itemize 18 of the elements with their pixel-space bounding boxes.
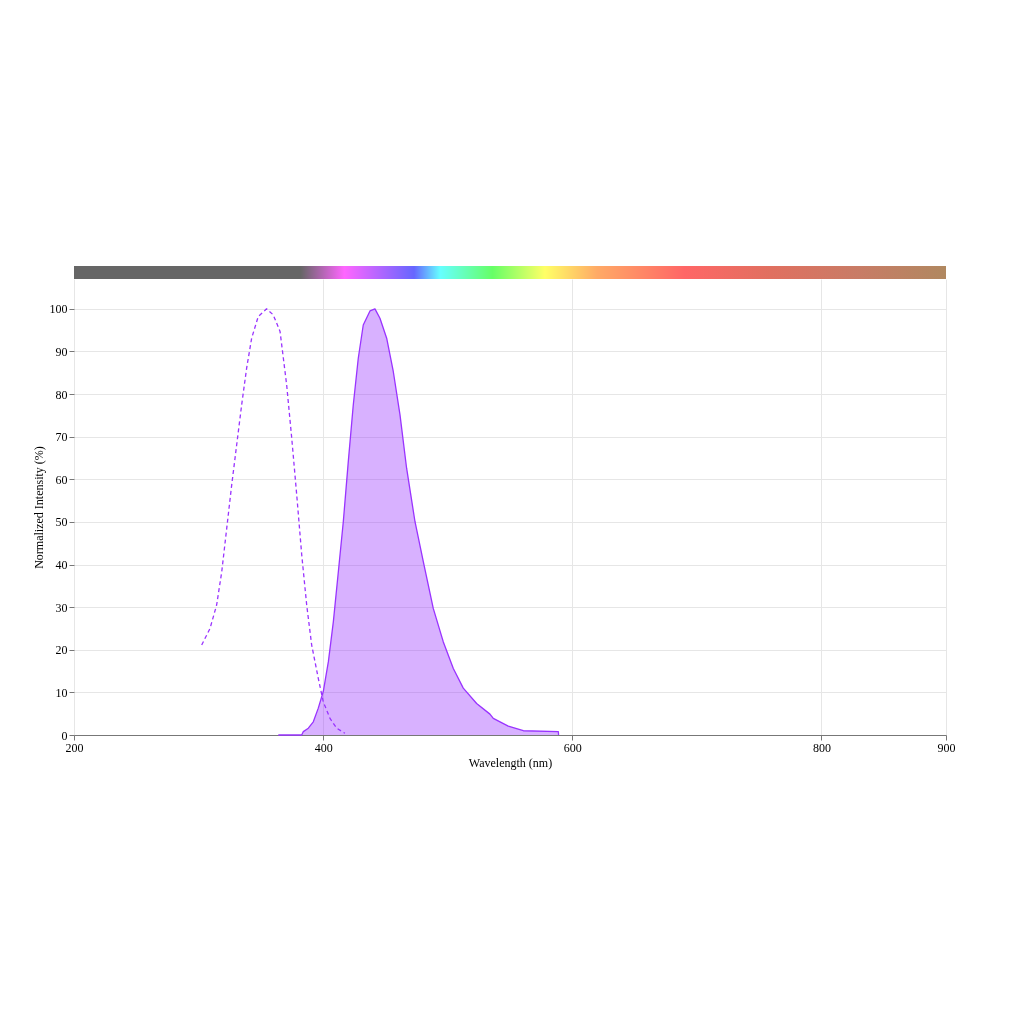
y-tick-label: 90	[55, 344, 68, 359]
y-tick-label: 20	[55, 643, 68, 658]
y-tick-label: 60	[55, 472, 68, 487]
x-axis-title: Wavelength (nm)	[468, 755, 553, 770]
y-axis-title: Normalized Intensity (%)	[31, 446, 46, 569]
y-tick-label: 30	[55, 600, 68, 615]
x-tick-label: 200	[65, 740, 84, 755]
x-tick-label: 900	[937, 740, 956, 755]
y-tick-label: 70	[55, 430, 68, 445]
y-tick-label: 10	[55, 685, 68, 700]
x-tick-label: 600	[563, 740, 582, 755]
x-tick-label: 800	[812, 740, 831, 755]
y-tick-label: 40	[55, 558, 68, 573]
y-tick-label: 80	[55, 387, 68, 402]
y-tick-label: 0	[61, 728, 68, 743]
y-tick-label: 50	[55, 515, 68, 530]
y-tick-label: 100	[49, 302, 68, 317]
x-tick-label: 400	[314, 740, 333, 755]
